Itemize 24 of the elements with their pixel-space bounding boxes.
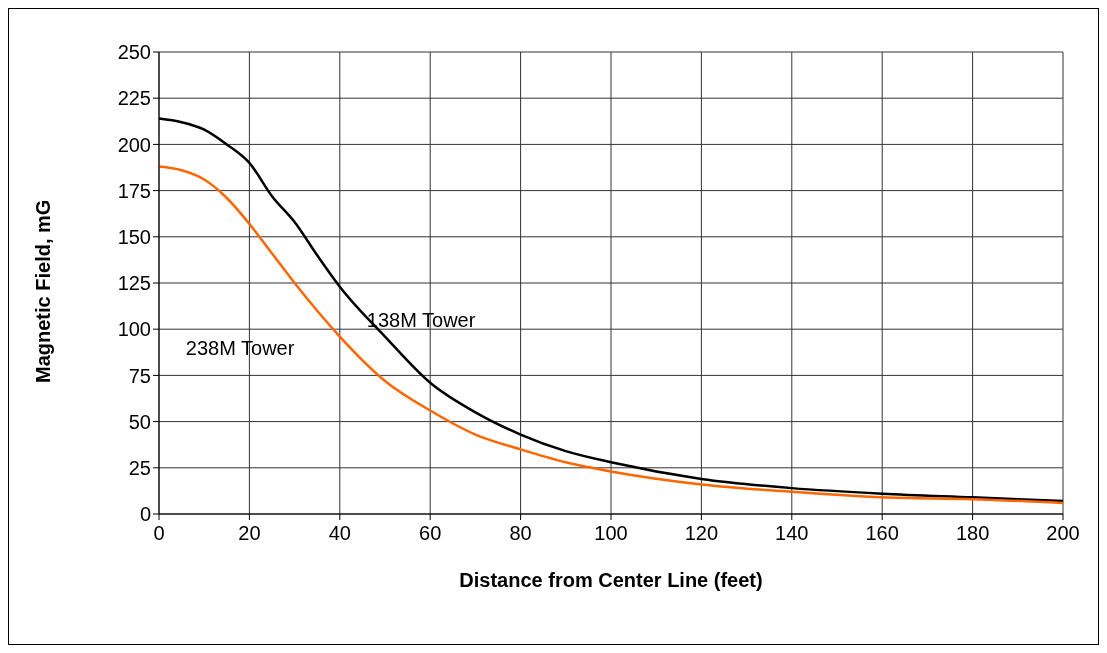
- x-tick-label: 40: [328, 522, 351, 545]
- x-tick-label: 140: [775, 522, 809, 545]
- x-tick-label: 60: [419, 522, 442, 545]
- x-axis-title: Distance from Center Line (feet): [459, 569, 763, 591]
- y-tick-label: 200: [117, 133, 151, 156]
- x-tick-label: 160: [865, 522, 899, 545]
- y-tick-label: 25: [128, 456, 151, 479]
- y-tick-label: 150: [117, 225, 151, 248]
- y-tick-label: 50: [128, 410, 151, 433]
- y-tick-label: 175: [117, 179, 151, 202]
- y-tick-label: 75: [128, 364, 151, 387]
- y-tick-label: 225: [117, 87, 151, 110]
- y-tick-label: 100: [117, 318, 151, 341]
- x-tick-label: 80: [509, 522, 532, 545]
- x-tick-label: 120: [684, 522, 719, 545]
- x-tick-label: 100: [594, 522, 628, 545]
- y-tick-label: 0: [139, 503, 151, 526]
- y-tick-label: 125: [117, 272, 151, 295]
- x-tick-label: 0: [153, 522, 165, 545]
- y-tick-label: 250: [117, 41, 151, 64]
- x-tick-label: 180: [955, 522, 990, 545]
- x-tick-label: 20: [238, 522, 261, 545]
- y-axis-title: Magnetic Field, mG: [32, 199, 55, 383]
- x-tick-label: 200: [1046, 522, 1080, 545]
